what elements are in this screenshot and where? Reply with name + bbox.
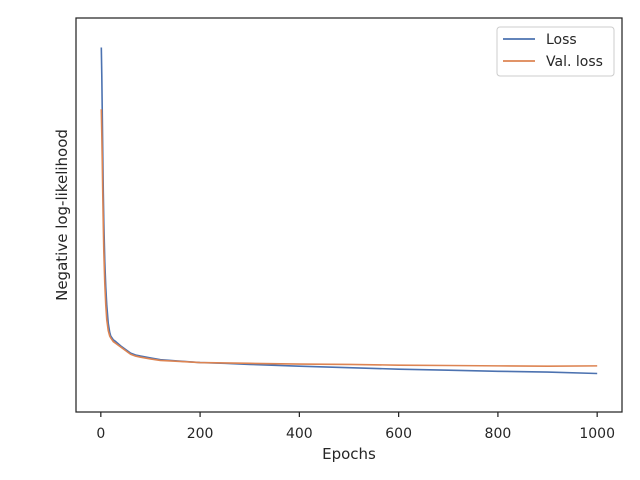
legend: Loss Val. loss (496, 26, 615, 77)
x-tick-label: 600 (385, 426, 412, 442)
x-axis-label: Epochs (322, 445, 376, 463)
y-axis-label: Negative log-likelihood (53, 129, 71, 301)
series-layer (100, 47, 598, 375)
x-tick-label: 0 (96, 426, 105, 442)
legend-label-loss: Loss (546, 32, 577, 48)
series-line-val-loss (100, 109, 598, 368)
x-axis-ticks: 0 200 400 600 800 1000 (96, 412, 615, 442)
x-tick-label: 200 (187, 426, 214, 442)
legend-label-val-loss: Val. loss (546, 54, 603, 70)
plot-frame (75, 17, 623, 413)
x-tick-label: 1000 (579, 426, 615, 442)
x-tick-label: 400 (286, 426, 313, 442)
x-tick-label: 800 (485, 426, 512, 442)
